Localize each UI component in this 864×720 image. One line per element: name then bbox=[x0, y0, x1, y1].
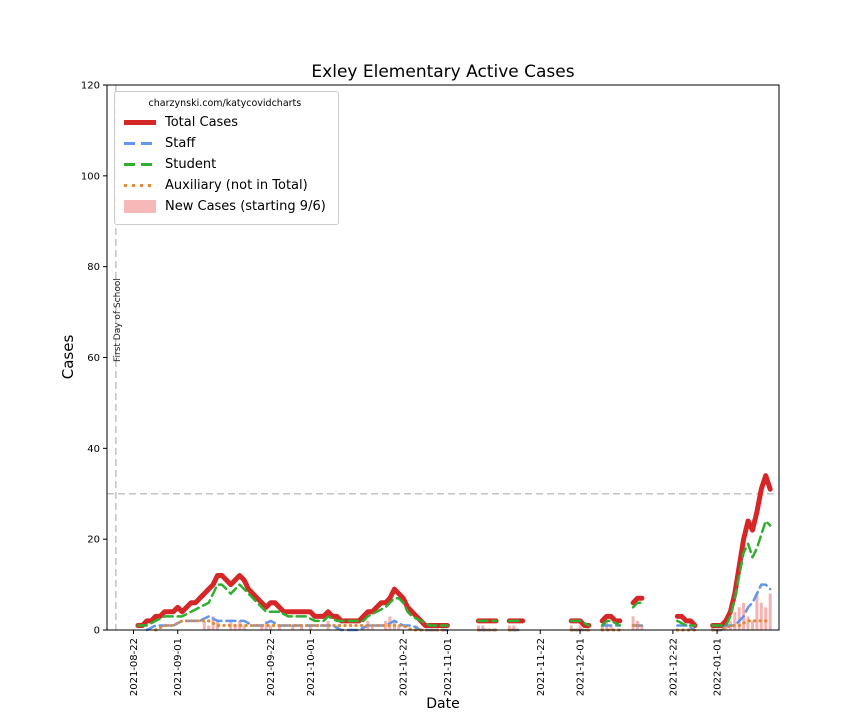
new-cases-bar bbox=[242, 625, 246, 630]
new-cases-bar bbox=[397, 625, 401, 630]
new-cases-bar bbox=[759, 602, 763, 631]
new-cases-bar bbox=[202, 620, 206, 630]
legend: charzynski.com/katycovidcharts Total Cas… bbox=[114, 91, 339, 225]
new-cases-bar bbox=[207, 625, 211, 630]
legend-entry-new-cases-starting-9-6: New Cases (starting 9/6) bbox=[124, 196, 326, 217]
new-cases-bar bbox=[264, 620, 268, 630]
new-cases-bar bbox=[724, 625, 728, 630]
new-cases-bar bbox=[609, 625, 613, 630]
new-cases-bar bbox=[512, 625, 516, 630]
y-tick-label: 120 bbox=[81, 81, 100, 92]
y-tick-label: 0 bbox=[94, 626, 100, 637]
new-cases-bar bbox=[600, 625, 604, 630]
new-cases-bar bbox=[300, 625, 303, 630]
new-cases-bar bbox=[578, 625, 582, 630]
legend-key-solid-icon bbox=[124, 120, 156, 125]
new-cases-bar bbox=[737, 607, 741, 630]
new-cases-bar bbox=[291, 625, 295, 630]
x-tick-label: 2021-09-01 bbox=[173, 638, 184, 696]
chart-title: Exley Elementary Active Cases bbox=[311, 62, 575, 82]
new-cases-bar bbox=[233, 625, 237, 630]
new-cases-bar bbox=[751, 620, 754, 630]
new-cases-bar bbox=[481, 625, 485, 630]
x-tick-label: 2021-12-22 bbox=[668, 638, 679, 696]
legend-entry-auxiliary-not-in-total: Auxiliary (not in Total) bbox=[124, 175, 326, 196]
x-tick-label: 2021-10-01 bbox=[306, 638, 317, 696]
legend-key-patch-icon bbox=[124, 200, 156, 213]
new-cases-bar bbox=[755, 593, 759, 630]
legend-entry-student: Student bbox=[124, 154, 326, 175]
legend-key-dashed-icon bbox=[124, 163, 156, 166]
line-student bbox=[136, 519, 772, 627]
x-tick-label: 2021-08-22 bbox=[129, 638, 140, 696]
new-cases-bar bbox=[269, 625, 273, 630]
x-tick-label: 2021-09-22 bbox=[266, 638, 277, 696]
y-tick-label: 80 bbox=[87, 262, 100, 273]
new-cases-bar bbox=[746, 616, 750, 630]
legend-entry-total-cases: Total Cases bbox=[124, 112, 326, 133]
new-cases-bar bbox=[476, 625, 480, 630]
x-tick-label: 2021-12-01 bbox=[576, 638, 587, 696]
new-cases-bar bbox=[507, 625, 511, 630]
new-cases-bar bbox=[733, 611, 737, 630]
new-cases-bar bbox=[764, 607, 768, 630]
new-cases-bar bbox=[260, 625, 264, 630]
y-tick-label: 20 bbox=[87, 535, 100, 546]
new-cases-bar bbox=[768, 593, 772, 630]
legend-entries: Total Cases Staff Student Auxiliary (not in… bbox=[124, 112, 326, 217]
x-tick-label: 2021-11-01 bbox=[443, 638, 454, 696]
new-cases-bar bbox=[640, 625, 644, 630]
y-axis-label: Cases bbox=[59, 334, 77, 380]
line-total-cases bbox=[135, 473, 773, 628]
new-cases-bar bbox=[308, 625, 312, 630]
y-tick-label: 100 bbox=[81, 171, 100, 182]
legend-label: Staff bbox=[165, 136, 196, 151]
first-day-of-school-label: First Day of School bbox=[113, 278, 123, 362]
legend-label: Auxiliary (not in Total) bbox=[165, 178, 308, 193]
new-cases-bar bbox=[631, 616, 635, 630]
legend-key-dotted-icon bbox=[124, 184, 156, 187]
y-tick-label: 60 bbox=[87, 353, 100, 364]
x-tick-label: 2021-11-22 bbox=[536, 638, 547, 696]
x-tick-label: 2022-01-01 bbox=[713, 638, 724, 696]
legend-label: Total Cases bbox=[165, 115, 239, 130]
x-axis-label: Date bbox=[426, 696, 460, 712]
legend-label: Student bbox=[165, 157, 217, 172]
y-tick-label: 40 bbox=[87, 444, 100, 455]
legend-label: New Cases (starting 9/6) bbox=[165, 199, 326, 214]
new-cases-bar bbox=[277, 625, 281, 630]
x-tick-label: 2021-10-22 bbox=[399, 638, 410, 696]
new-cases-bar bbox=[370, 625, 374, 630]
new-cases-bar bbox=[569, 625, 573, 630]
legend-key-dashed-icon bbox=[124, 142, 156, 145]
legend-entry-staff: Staff bbox=[124, 133, 326, 154]
new-cases-bar bbox=[384, 620, 387, 630]
legend-watermark: charzynski.com/katycovidcharts bbox=[148, 98, 302, 109]
